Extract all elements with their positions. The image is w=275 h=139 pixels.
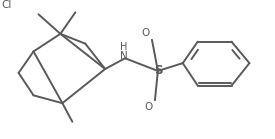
Text: S: S [154,64,162,77]
Text: N: N [120,51,128,61]
Text: H: H [120,42,127,52]
Text: O: O [144,102,152,112]
Text: O: O [141,28,149,38]
Text: Cl: Cl [2,0,12,10]
